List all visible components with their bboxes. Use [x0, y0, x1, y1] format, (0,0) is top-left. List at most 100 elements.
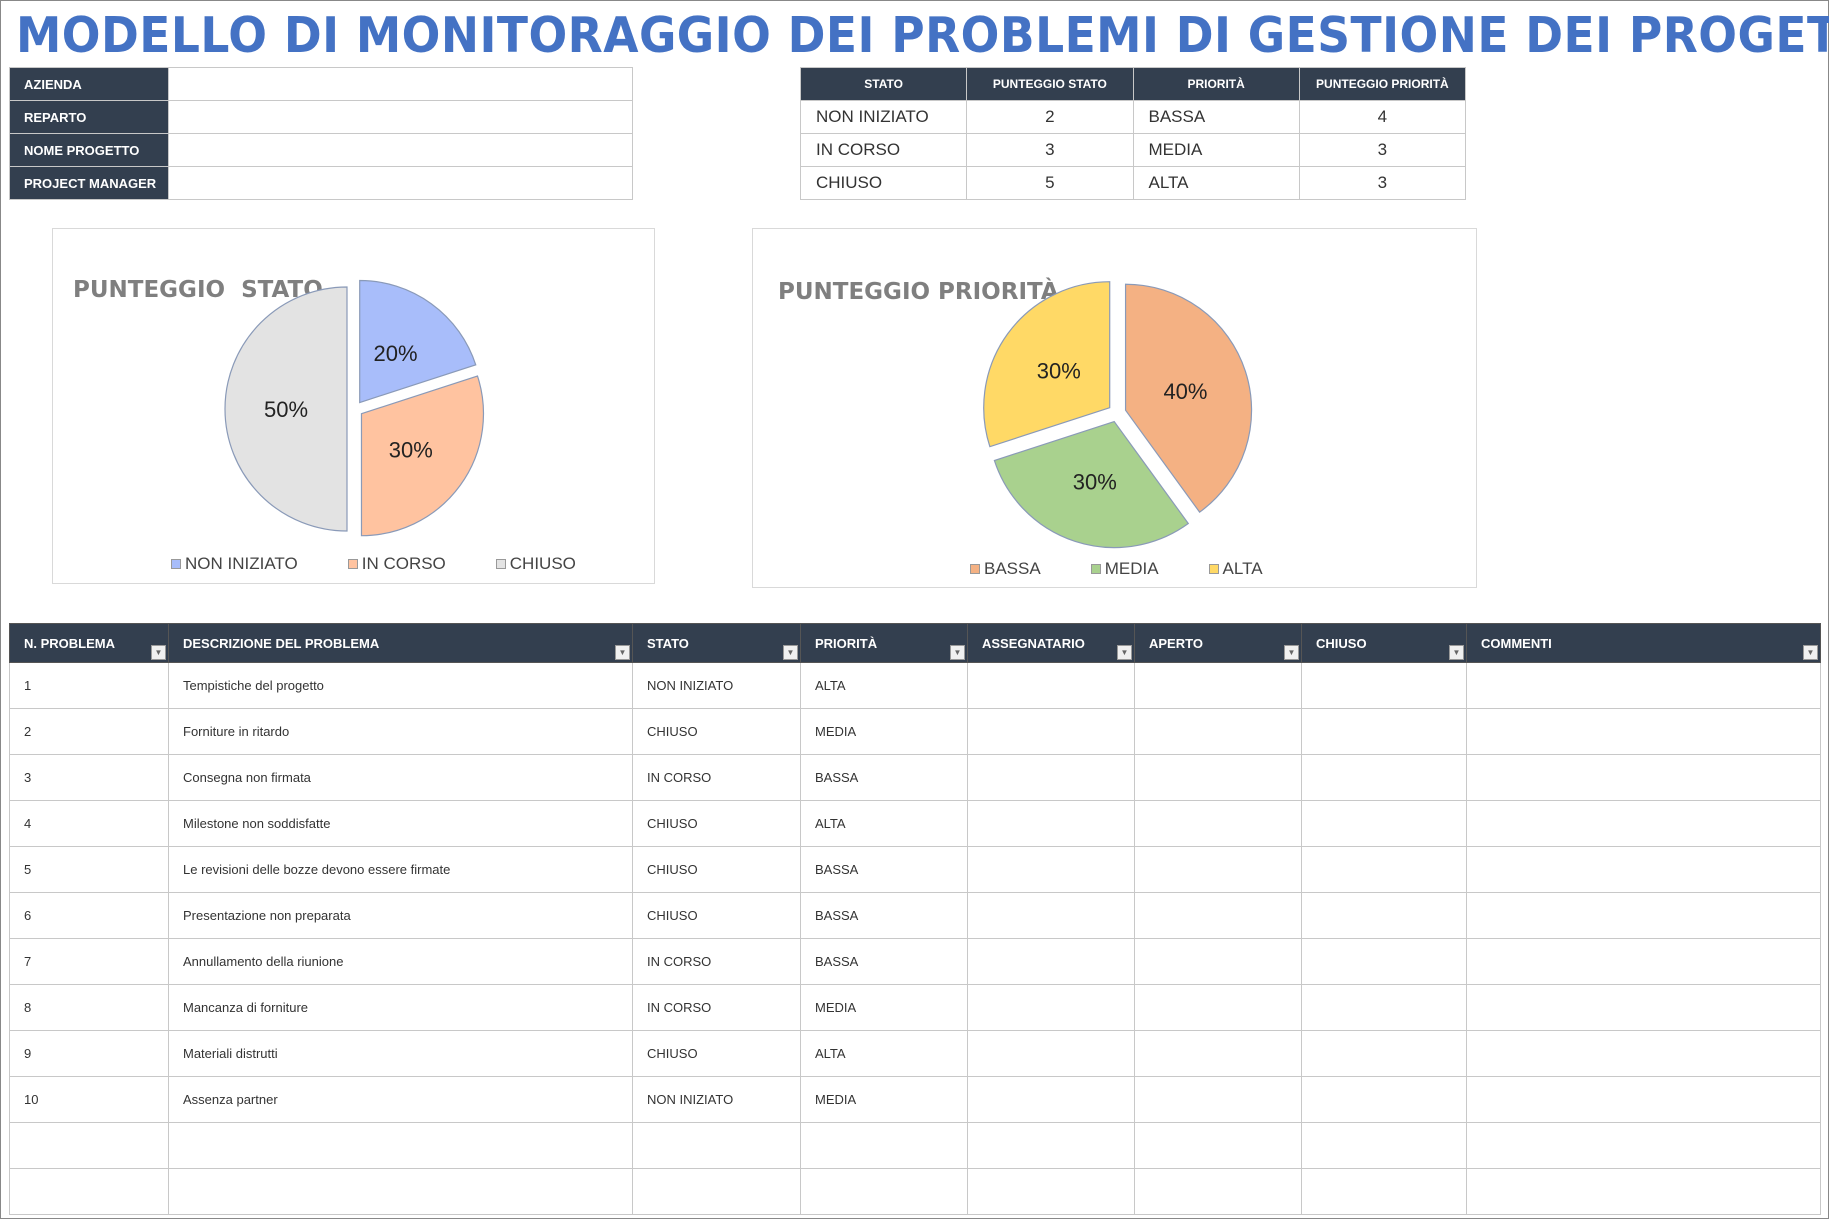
score-cell[interactable]: 2: [966, 100, 1134, 134]
table-cell[interactable]: [1134, 662, 1302, 709]
score-cell[interactable]: 5: [966, 166, 1134, 200]
table-cell[interactable]: [1134, 846, 1302, 893]
table-cell[interactable]: [1134, 708, 1302, 755]
score-cell[interactable]: ALTA: [1132, 166, 1300, 200]
table-cell[interactable]: [1466, 1030, 1821, 1077]
table-cell[interactable]: Le revisioni delle bozze devono essere f…: [168, 846, 633, 893]
table-cell[interactable]: [967, 708, 1135, 755]
table-cell[interactable]: [1466, 1122, 1821, 1169]
table-cell[interactable]: Milestone non soddisfatte: [168, 800, 633, 847]
table-cell[interactable]: CHIUSO: [632, 1030, 801, 1077]
table-cell[interactable]: [1466, 800, 1821, 847]
filter-dropdown-icon[interactable]: ▼: [615, 645, 630, 660]
table-cell[interactable]: [1466, 708, 1821, 755]
table-cell[interactable]: CHIUSO: [632, 800, 801, 847]
table-cell[interactable]: [1134, 800, 1302, 847]
table-cell[interactable]: [967, 846, 1135, 893]
table-cell[interactable]: [967, 984, 1135, 1031]
table-cell[interactable]: NON INIZIATO: [632, 1076, 801, 1123]
score-cell[interactable]: MEDIA: [1132, 133, 1300, 167]
table-cell[interactable]: [632, 1168, 801, 1215]
table-cell[interactable]: 5: [9, 846, 169, 893]
filter-dropdown-icon[interactable]: ▼: [783, 645, 798, 660]
table-cell[interactable]: [1301, 1168, 1467, 1215]
table-cell[interactable]: [1301, 662, 1467, 709]
table-cell[interactable]: MEDIA: [800, 1076, 968, 1123]
table-cell[interactable]: [9, 1168, 169, 1215]
table-cell[interactable]: [1466, 892, 1821, 939]
table-cell[interactable]: [1466, 938, 1821, 985]
score-cell[interactable]: CHIUSO: [799, 166, 968, 200]
score-cell[interactable]: IN CORSO: [799, 133, 968, 167]
table-cell[interactable]: 9: [9, 1030, 169, 1077]
table-cell[interactable]: [1301, 984, 1467, 1031]
table-cell[interactable]: [1301, 800, 1467, 847]
table-cell[interactable]: [1134, 892, 1302, 939]
table-cell[interactable]: [168, 1122, 633, 1169]
table-cell[interactable]: [1301, 938, 1467, 985]
table-cell[interactable]: [967, 800, 1135, 847]
table-cell[interactable]: Mancanza di forniture: [168, 984, 633, 1031]
table-cell[interactable]: [1134, 1030, 1302, 1077]
table-cell[interactable]: 8: [9, 984, 169, 1031]
table-cell[interactable]: 4: [9, 800, 169, 847]
table-cell[interactable]: [1134, 1076, 1302, 1123]
table-cell[interactable]: Assenza partner: [168, 1076, 633, 1123]
table-cell[interactable]: Presentazione non preparata: [168, 892, 633, 939]
table-cell[interactable]: 2: [9, 708, 169, 755]
table-cell[interactable]: 1: [9, 662, 169, 709]
table-cell[interactable]: BASSA: [800, 846, 968, 893]
table-cell[interactable]: Forniture in ritardo: [168, 708, 633, 755]
table-cell[interactable]: Annullamento della riunione: [168, 938, 633, 985]
table-cell[interactable]: [1466, 754, 1821, 801]
score-cell[interactable]: NON INIZIATO: [799, 100, 968, 134]
table-cell[interactable]: [967, 892, 1135, 939]
info-value-cell[interactable]: [168, 67, 633, 101]
table-cell[interactable]: ALTA: [800, 800, 968, 847]
table-cell[interactable]: BASSA: [800, 938, 968, 985]
table-cell[interactable]: CHIUSO: [632, 708, 801, 755]
table-cell[interactable]: Materiali distrutti: [168, 1030, 633, 1077]
table-cell[interactable]: BASSA: [800, 754, 968, 801]
table-cell[interactable]: [967, 938, 1135, 985]
info-value-cell[interactable]: [168, 133, 633, 167]
table-cell[interactable]: [1134, 1168, 1302, 1215]
table-cell[interactable]: [967, 1030, 1135, 1077]
table-cell[interactable]: [9, 1122, 169, 1169]
table-cell[interactable]: BASSA: [800, 892, 968, 939]
table-cell[interactable]: [1466, 1076, 1821, 1123]
table-cell[interactable]: [1466, 984, 1821, 1031]
table-cell[interactable]: [1134, 984, 1302, 1031]
table-cell[interactable]: Tempistiche del progetto: [168, 662, 633, 709]
table-cell[interactable]: [1301, 892, 1467, 939]
table-cell[interactable]: [967, 1168, 1135, 1215]
filter-dropdown-icon[interactable]: ▼: [1284, 645, 1299, 660]
filter-dropdown-icon[interactable]: ▼: [151, 645, 166, 660]
table-cell[interactable]: MEDIA: [800, 984, 968, 1031]
table-cell[interactable]: Consegna non firmata: [168, 754, 633, 801]
table-cell[interactable]: ALTA: [800, 662, 968, 709]
table-cell[interactable]: [1134, 754, 1302, 801]
table-cell[interactable]: [1301, 754, 1467, 801]
table-cell[interactable]: [1134, 1122, 1302, 1169]
table-cell[interactable]: [967, 1122, 1135, 1169]
table-cell[interactable]: 3: [9, 754, 169, 801]
filter-dropdown-icon[interactable]: ▼: [1803, 645, 1818, 660]
table-cell[interactable]: CHIUSO: [632, 846, 801, 893]
score-cell[interactable]: 3: [1298, 166, 1467, 200]
score-cell[interactable]: 4: [1298, 100, 1467, 134]
score-cell[interactable]: 3: [966, 133, 1134, 167]
table-cell[interactable]: [632, 1122, 801, 1169]
table-cell[interactable]: 10: [9, 1076, 169, 1123]
score-cell[interactable]: BASSA: [1132, 100, 1300, 134]
table-cell[interactable]: [800, 1168, 968, 1215]
table-cell[interactable]: ALTA: [800, 1030, 968, 1077]
info-value-cell[interactable]: [168, 100, 633, 134]
table-cell[interactable]: IN CORSO: [632, 754, 801, 801]
table-cell[interactable]: [1301, 1030, 1467, 1077]
table-cell[interactable]: CHIUSO: [632, 892, 801, 939]
table-cell[interactable]: [800, 1122, 968, 1169]
score-cell[interactable]: 3: [1298, 133, 1467, 167]
filter-dropdown-icon[interactable]: ▼: [1117, 645, 1132, 660]
table-cell[interactable]: NON INIZIATO: [632, 662, 801, 709]
